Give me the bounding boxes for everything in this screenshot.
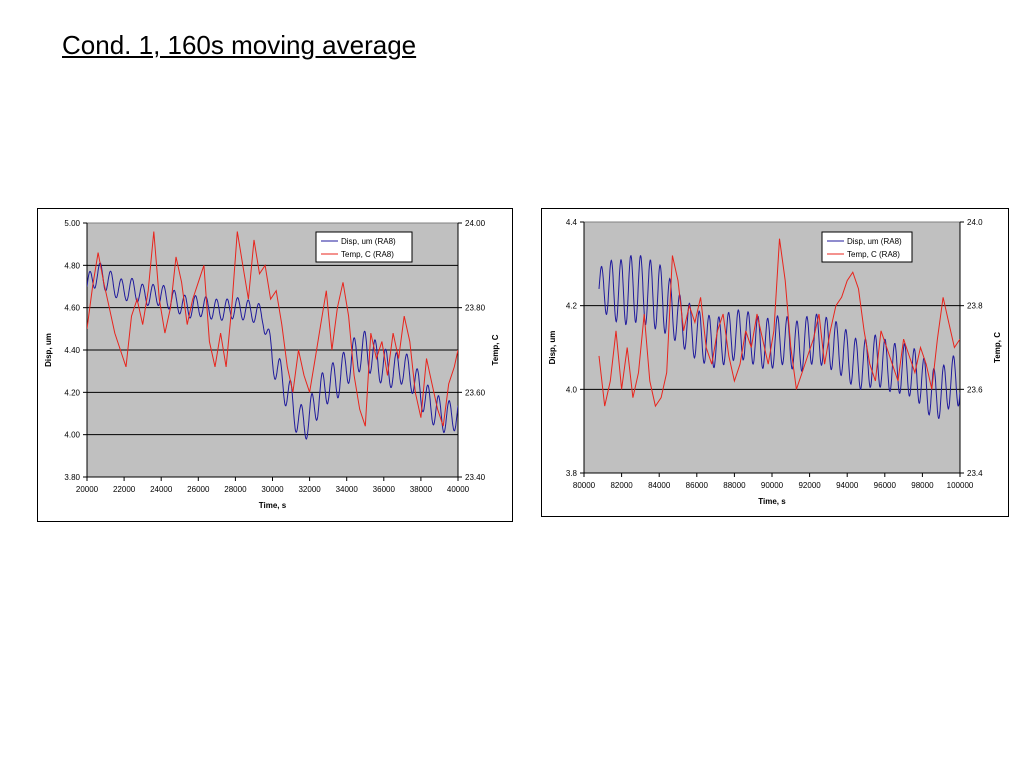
x-tick-label: 20000 bbox=[76, 485, 99, 494]
chart-frame-left: 3.80 4.00 4.20 4.40 4.60 4.80 5.00 23.40 23.60 23… bbox=[37, 208, 513, 522]
y-axis-title: Disp, um bbox=[44, 333, 53, 367]
y-tick-label: 3.8 bbox=[566, 469, 578, 478]
y-tick-label: 4.40 bbox=[64, 346, 80, 355]
chart-left: 3.80 4.00 4.20 4.40 4.60 4.80 5.00 23.40 23.60 23… bbox=[44, 219, 500, 510]
y-tick-label: 3.80 bbox=[64, 473, 80, 482]
x-tick-label: 98000 bbox=[911, 481, 934, 490]
x-tick-label: 82000 bbox=[610, 481, 633, 490]
legend-label: Disp, um (RA8) bbox=[341, 237, 396, 246]
legend-label: Temp, C (RA8) bbox=[341, 250, 394, 259]
x-tick-label: 28000 bbox=[224, 485, 247, 494]
x-tick-label: 24000 bbox=[150, 485, 173, 494]
y2-tick-label: 24.00 bbox=[465, 219, 486, 228]
x-tick-label: 30000 bbox=[261, 485, 284, 494]
x-tick-label: 22000 bbox=[113, 485, 136, 494]
x-tick-label: 96000 bbox=[874, 481, 897, 490]
y-tick-label: 5.00 bbox=[64, 219, 80, 228]
y2-tick-label: 23.80 bbox=[465, 304, 486, 313]
y2-axis-title: Temp, C bbox=[993, 332, 1002, 363]
legend-label: Disp, um (RA8) bbox=[847, 237, 902, 246]
y2-tick-label: 23.40 bbox=[465, 473, 486, 482]
x-axis-title: Time, s bbox=[259, 501, 287, 510]
x-tick-label: 26000 bbox=[187, 485, 210, 494]
y-tick-label: 4.60 bbox=[64, 304, 80, 313]
y2-tick-label: 23.4 bbox=[967, 469, 983, 478]
series-line-disp bbox=[598, 254, 960, 419]
legend: Disp, um (RA8) Temp, C (RA8) bbox=[821, 231, 913, 263]
y-tick-label: 4.2 bbox=[566, 302, 578, 311]
y2-tick-label: 23.8 bbox=[967, 302, 983, 311]
legend: Disp, um (RA8) Temp, C (RA8) bbox=[315, 231, 413, 263]
x-tick-label: 84000 bbox=[648, 481, 671, 490]
x-tick-label: 40000 bbox=[447, 485, 470, 494]
y-tick-label: 4.20 bbox=[64, 388, 80, 397]
x-axis-title: Time, s bbox=[758, 497, 786, 506]
x-tick-label: 92000 bbox=[798, 481, 821, 490]
y-tick-label: 4.00 bbox=[64, 431, 80, 440]
x-tick-label: 86000 bbox=[686, 481, 709, 490]
y2-tick-label: 23.60 bbox=[465, 388, 486, 397]
chart-frame-right: 3.8 4.0 4.2 4.4 23.4 23.6 23.8 24.0 80000 82000 84… bbox=[541, 208, 1009, 517]
x-tick-label: 32000 bbox=[298, 485, 321, 494]
y-axis-title: Disp, um bbox=[548, 331, 557, 365]
x-tick-label: 94000 bbox=[836, 481, 859, 490]
y2-tick-label: 24.0 bbox=[967, 218, 983, 227]
y-tick-label: 4.0 bbox=[566, 385, 578, 394]
y2-axis-title: Temp, C bbox=[491, 334, 500, 365]
x-tick-label: 90000 bbox=[761, 481, 784, 490]
series-line-temp bbox=[87, 231, 458, 427]
chart-right: 3.8 4.0 4.2 4.4 23.4 23.6 23.8 24.0 80000 82000 84… bbox=[548, 218, 1002, 506]
y2-tick-label: 23.6 bbox=[967, 385, 983, 394]
legend-box bbox=[315, 231, 413, 263]
series-line-temp bbox=[598, 238, 960, 408]
x-tick-label: 38000 bbox=[410, 485, 433, 494]
x-tick-label: 88000 bbox=[723, 481, 746, 490]
legend-box bbox=[821, 231, 913, 263]
x-tick-label: 34000 bbox=[336, 485, 359, 494]
series-line-disp bbox=[87, 262, 458, 440]
x-tick-label: 36000 bbox=[373, 485, 396, 494]
slide-title: Cond. 1, 160s moving average bbox=[62, 30, 417, 60]
y-tick-label: 4.4 bbox=[566, 218, 578, 227]
x-tick-label: 100000 bbox=[947, 481, 974, 490]
y-tick-label: 4.80 bbox=[64, 261, 80, 270]
legend-label: Temp, C (RA8) bbox=[847, 250, 900, 259]
x-tick-label: 80000 bbox=[573, 481, 596, 490]
